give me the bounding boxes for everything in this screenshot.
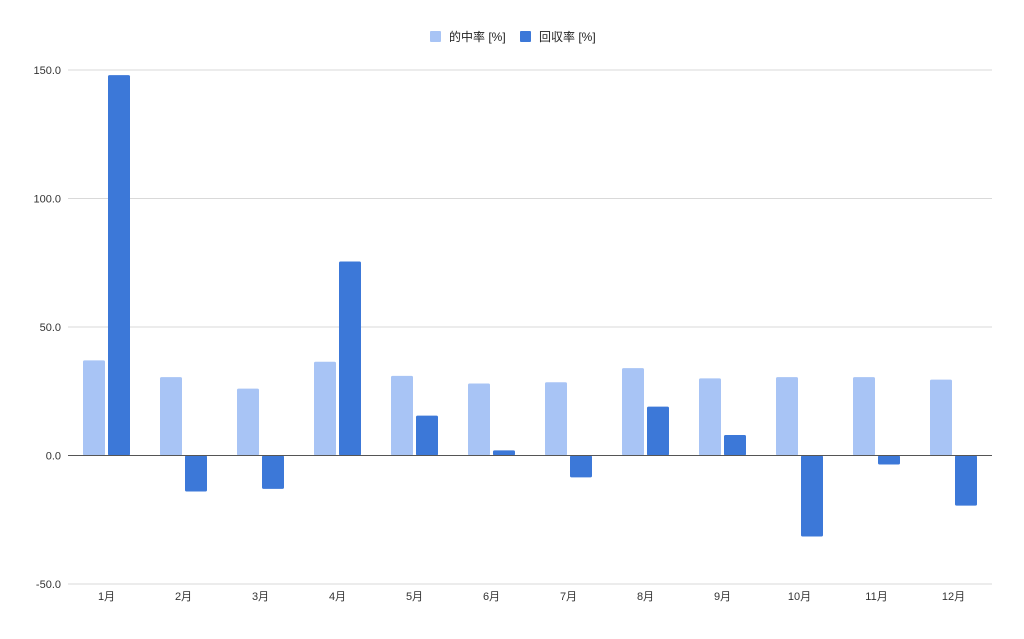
x-tick-label: 7月 (560, 591, 577, 603)
bar-hit-rate (468, 383, 490, 456)
x-tick-label: 10月 (788, 591, 811, 603)
bar-return-rate (724, 434, 746, 456)
bar-return-rate (493, 450, 515, 456)
y-axis-tick-labels: 150.0 100.0 50.0 0.0 -50.0 (33, 65, 61, 591)
bar-hit-rate (237, 388, 259, 456)
legend-swatch-hit-rate (430, 31, 441, 42)
bar-hit-rate (622, 368, 644, 456)
x-tick-label: 5月 (406, 591, 423, 603)
x-tick-label: 1月 (98, 591, 115, 603)
x-tick-label: 3月 (252, 591, 269, 603)
legend-label-return-rate: 回収率 [%] (539, 29, 596, 44)
y-tick-label: 0.0 (46, 451, 61, 463)
bar-hit-rate (853, 377, 875, 456)
bar-hit-rate (545, 382, 567, 456)
y-tick-label: -50.0 (36, 579, 61, 591)
bar-return-rate (339, 261, 361, 456)
x-axis-tick-labels: 1月 2月 3月 4月 5月 6月 7月 8月 9月 10月 11月 12月 (98, 591, 965, 603)
bar-hit-rate (776, 377, 798, 456)
bar-return-rate (647, 406, 669, 456)
bar-hit-rate (930, 379, 952, 456)
bar-hit-rate (699, 378, 721, 456)
legend-swatch-return-rate (520, 31, 531, 42)
gridlines (68, 69, 992, 585)
legend-label-hit-rate: 的中率 [%] (449, 29, 506, 44)
bar-return-rate (262, 455, 284, 489)
bar-return-rate (570, 455, 592, 478)
bar-hit-rate (160, 377, 182, 456)
bar-return-rate (108, 75, 130, 456)
x-tick-label: 2月 (175, 591, 192, 603)
x-tick-label: 11月 (865, 591, 887, 603)
bar-return-rate (185, 455, 207, 492)
bar-hit-rate (391, 375, 413, 456)
bar-return-rate (878, 455, 900, 465)
y-tick-label: 100.0 (33, 194, 61, 206)
legend: 的中率 [%] 回収率 [%] (430, 29, 596, 44)
bar-hit-rate (83, 360, 105, 456)
x-tick-label: 4月 (329, 591, 346, 603)
x-tick-label: 8月 (637, 591, 654, 603)
x-tick-label: 6月 (483, 591, 500, 603)
y-tick-label: 50.0 (40, 322, 61, 334)
bar-return-rate (955, 455, 977, 506)
bars (83, 75, 977, 537)
y-tick-label: 150.0 (33, 65, 61, 77)
x-tick-label: 12月 (942, 591, 965, 603)
bar-return-rate (416, 415, 438, 456)
bar-hit-rate (314, 361, 336, 456)
bar-return-rate (801, 455, 823, 537)
x-tick-label: 9月 (714, 591, 731, 603)
